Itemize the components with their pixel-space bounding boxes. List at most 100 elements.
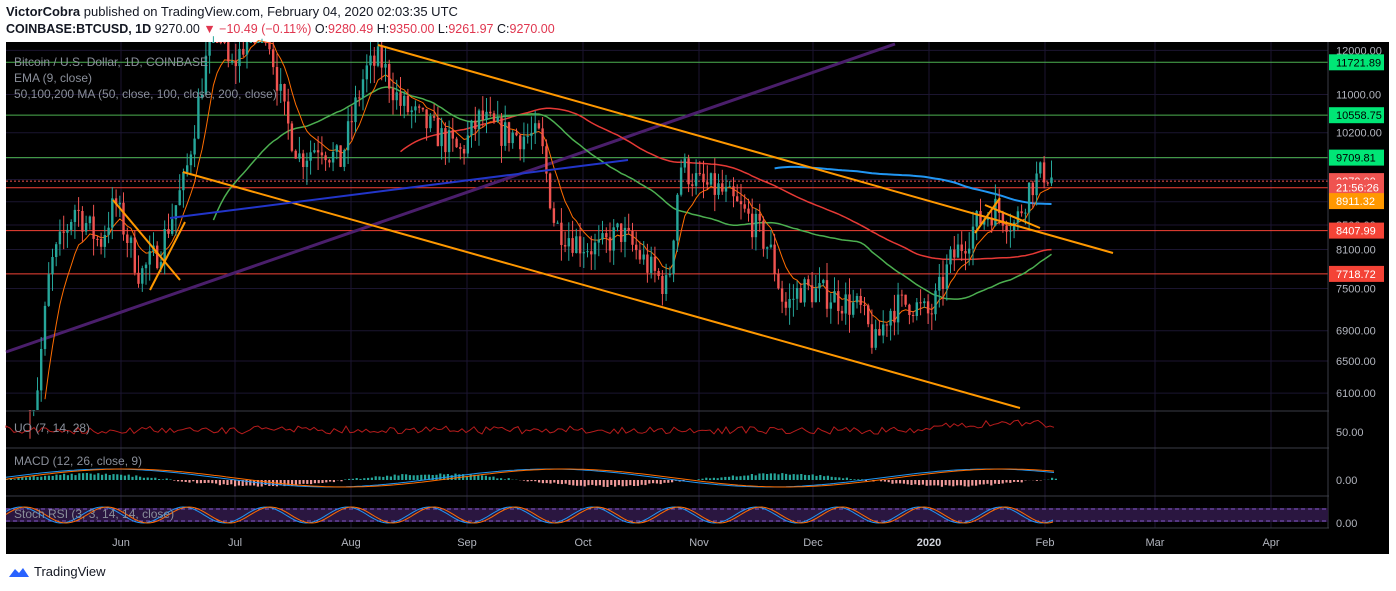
candle-body (627, 227, 630, 231)
macd-bar (891, 480, 894, 484)
macd-bar (633, 480, 636, 486)
macd-bar (777, 474, 780, 480)
candle-body (653, 256, 657, 271)
macd-bar (807, 475, 810, 480)
candle-body (406, 95, 410, 113)
macd-bar (397, 475, 400, 480)
macd-bar (815, 475, 818, 480)
macd-bar (944, 480, 947, 486)
candle-body (462, 149, 466, 154)
macd-bar (101, 474, 104, 480)
horizontal-levels (6, 61, 1328, 275)
candle-body (616, 223, 619, 228)
time-axis[interactable]: Jun Jul Aug Sep Oct Nov Dec 2020 Feb Mar Apr (112, 537, 1280, 549)
candle-body (825, 280, 829, 309)
candle-body (230, 61, 234, 62)
macd-bar (994, 480, 997, 484)
macd-bar (355, 478, 358, 480)
candle-body (934, 290, 937, 315)
macd-bar (986, 480, 989, 484)
macd-bar (340, 480, 343, 482)
candle-body (777, 273, 780, 289)
candle-body (245, 42, 249, 55)
candle-body (672, 240, 675, 274)
macd-bar (762, 473, 765, 480)
macd-bar (317, 480, 320, 484)
macd-bar (648, 480, 651, 484)
macd-bar (534, 480, 537, 482)
macd-bar (948, 480, 951, 486)
macd-bar (302, 480, 305, 484)
macd-bar (990, 480, 993, 486)
macd-bar (97, 473, 100, 480)
x-tick-label: Aug (341, 537, 361, 549)
candle-body (43, 305, 47, 349)
candle-body (941, 276, 945, 289)
macd-bar (294, 480, 297, 485)
macd-bar (963, 480, 966, 487)
candle-body (642, 254, 645, 260)
candle-body (515, 132, 518, 136)
macd-bar (158, 479, 161, 480)
macd-bar (66, 475, 69, 480)
macd-bar (230, 480, 233, 485)
chart-legend: Bitcoin / U.S. Dollar, 1D, COINBASE EMA … (14, 55, 277, 521)
candle-body (212, 42, 215, 43)
candle-body (837, 291, 840, 311)
candle-body (713, 173, 716, 195)
candle-body (55, 244, 58, 257)
tradingview-footer[interactable]: TradingView (8, 564, 106, 579)
candle-body (661, 276, 664, 294)
macd-bar (427, 474, 430, 480)
x-tick-label: Mar (1146, 537, 1165, 549)
orange-trendline (182, 171, 1021, 409)
candle-body (601, 233, 604, 240)
candle-body (590, 251, 593, 255)
macd-bar (952, 480, 955, 487)
macd-bar (420, 474, 423, 480)
macd-bar (728, 476, 731, 480)
price-label: 8407.99 (1336, 226, 1376, 238)
macd-bar (169, 479, 172, 480)
macd-bar (408, 475, 411, 480)
candle-body (889, 310, 892, 326)
price-axis[interactable]: 12000.0011000.0010200.009700.009300.0089… (1329, 42, 1389, 554)
candle-body (279, 84, 282, 91)
candle-body (874, 329, 877, 348)
candle-body (867, 305, 870, 325)
macd-bar (496, 478, 499, 480)
candle-body (234, 61, 237, 67)
macd-bar (439, 473, 442, 480)
macd-bar (173, 480, 176, 481)
macd-bar (63, 473, 66, 480)
publish-text: published on TradingView.com, February 0… (83, 4, 458, 19)
candle-body (477, 110, 481, 130)
macd-bar (215, 480, 218, 484)
macd-bar (374, 476, 377, 480)
oscillator-tick-label: 50.00 (1336, 427, 1364, 439)
candle-body (657, 271, 660, 276)
author-name[interactable]: VictorCobra (6, 4, 81, 19)
candle-body (930, 313, 933, 315)
price-label-bg (1329, 265, 1384, 282)
macd-bar (701, 478, 704, 480)
candle-body (915, 302, 918, 316)
candle-body (945, 264, 948, 289)
candle-body (870, 324, 874, 348)
candle-body (122, 202, 125, 235)
macd-bar (781, 473, 784, 480)
candle-body (623, 227, 627, 242)
candle-body (1027, 182, 1031, 213)
candle-body (331, 151, 335, 163)
candle-body (792, 298, 795, 300)
oscillator-tick-label: 0.00 (1336, 475, 1357, 487)
macd-bar (538, 480, 541, 483)
candle-body (111, 198, 114, 228)
candle-body (290, 123, 294, 151)
price-label: 7718.72 (1336, 269, 1376, 281)
macd-bar (602, 480, 605, 487)
candle-body (466, 135, 469, 154)
macd-bar (47, 475, 50, 480)
candle-body (882, 324, 885, 336)
